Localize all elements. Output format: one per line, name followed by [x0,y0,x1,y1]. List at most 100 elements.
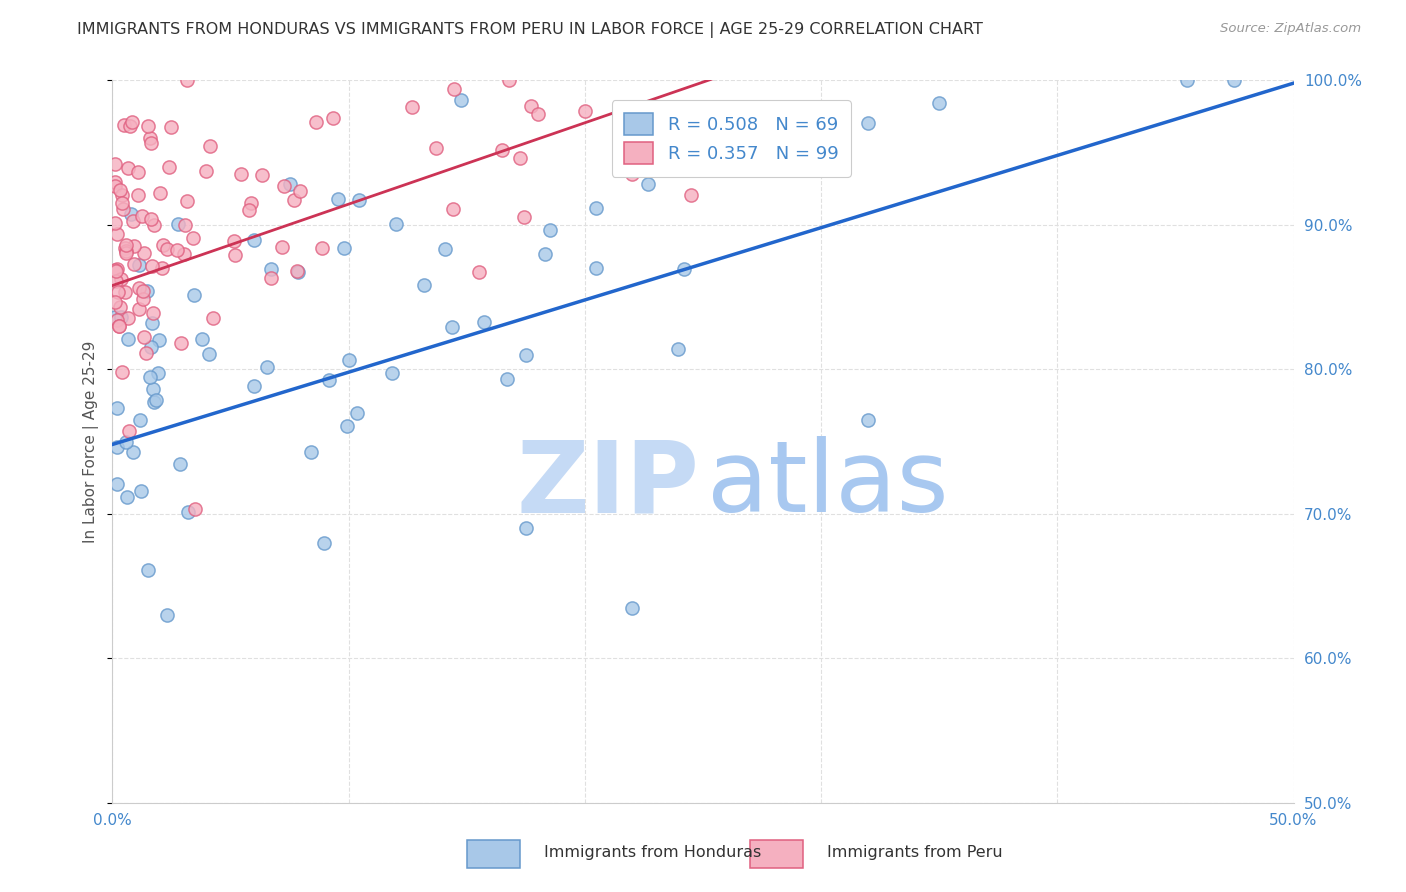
Point [692,145,714,159]
Text: atlas: atlas [707,436,948,533]
Point [337,352,360,367]
Point [105,401,128,415]
Point [166,243,188,257]
Point [288,184,311,198]
Point [143,218,166,232]
Point [128,258,150,272]
Point [271,240,294,254]
Point [184,502,207,516]
Point [250,169,273,183]
Point [131,285,153,299]
Point [131,209,153,223]
Point [110,272,132,286]
Point [176,73,198,87]
Point [141,136,163,150]
Point [385,217,408,231]
Text: ZIP: ZIP [516,436,699,533]
Point [259,262,281,277]
Point [128,281,150,295]
Point [107,285,129,299]
Legend: R = 0.508   N = 69, R = 0.357   N = 99: R = 0.508 N = 69, R = 0.357 N = 99 [612,100,851,177]
Point [191,332,214,346]
Point [443,81,465,95]
Point [132,292,155,306]
Point [322,112,344,126]
Point [121,444,143,458]
Point [519,98,541,112]
Point [201,310,224,325]
Point [149,186,172,200]
Y-axis label: In Labor Force | Age 25-29: In Labor Force | Age 25-29 [83,341,100,542]
Point [105,477,128,491]
Point [441,202,464,216]
Point [666,343,689,357]
Point [110,310,132,325]
Point [136,563,159,577]
Point [332,241,354,255]
Point [509,151,531,165]
Point [122,239,145,253]
Point [515,348,537,362]
Point [278,177,301,191]
Point [318,373,340,387]
Point [467,265,489,279]
Point [538,223,561,237]
Point [105,274,128,288]
Point [115,238,138,252]
Point [433,243,456,257]
Point [108,183,131,197]
Point [198,139,221,153]
Point [135,285,157,299]
Point [105,440,128,454]
Point [117,161,139,175]
Point [515,521,537,535]
Point [197,347,219,361]
Point [498,73,520,87]
Point [139,131,162,145]
Point [129,483,152,498]
Point [159,160,181,174]
Point [789,109,811,123]
Point [621,167,644,181]
Point [176,194,198,209]
Point [112,118,135,132]
Point [311,241,333,255]
Point [238,202,260,217]
Point [108,318,131,333]
Point [305,114,328,128]
Point [114,241,136,255]
Point [111,365,134,379]
Point [1175,73,1198,87]
Point [170,335,193,350]
Point [122,214,145,228]
Point [114,246,136,260]
Point [132,329,155,343]
Point [472,315,495,329]
Point [150,260,173,275]
Point [681,188,703,202]
Point [122,257,145,271]
Point [148,333,170,347]
Point [326,192,349,206]
Point [142,395,165,409]
Point [104,216,127,230]
Point [145,392,167,407]
Point [138,370,160,384]
Point [107,319,129,334]
Point [104,178,127,193]
Point [128,301,150,316]
Point [160,120,183,134]
Point [121,114,143,128]
Text: IMMIGRANTS FROM HONDURAS VS IMMIGRANTS FROM PERU IN LABOR FORCE | AGE 25-29 CORR: IMMIGRANTS FROM HONDURAS VS IMMIGRANTS F… [77,22,983,38]
FancyBboxPatch shape [467,840,520,868]
Point [117,310,139,325]
Point [127,188,149,202]
Point [146,366,169,380]
Point [118,425,141,439]
Point [512,211,534,225]
Point [134,245,156,260]
Point [114,285,136,299]
Point [141,316,163,330]
Point [381,366,404,380]
Point [224,248,246,262]
